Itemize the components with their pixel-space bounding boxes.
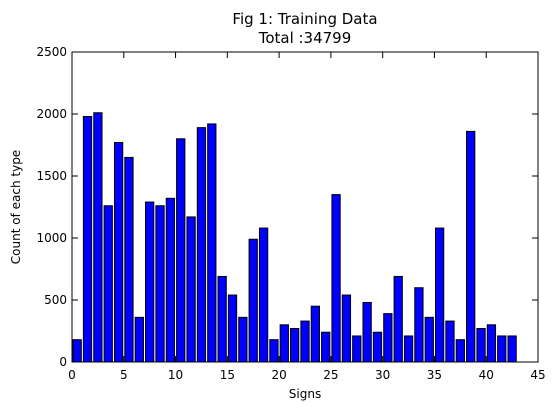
bar-sign-0	[72, 339, 82, 363]
bar-sign-14	[217, 275, 227, 363]
bar-sign-31	[393, 275, 403, 363]
bar-sign-12	[196, 127, 207, 363]
y-tick-label-1500: 1500	[36, 169, 67, 183]
bar-sign-26	[341, 294, 352, 363]
bar-sign-28	[362, 301, 372, 363]
bar-sign-40	[486, 324, 497, 363]
bar-sign-17	[248, 238, 258, 363]
x-tick-label-15: 15	[220, 368, 235, 382]
bar-sign-23	[310, 305, 320, 363]
bar-sign-32	[403, 335, 414, 363]
bar-sign-37	[455, 339, 465, 363]
bar-sign-11	[186, 216, 196, 363]
bar-sign-42	[507, 335, 517, 363]
bar-sign-8	[155, 205, 165, 363]
x-tick-label-35: 35	[427, 368, 442, 382]
bar-sign-22	[300, 320, 310, 363]
bar-sign-25	[331, 194, 341, 363]
x-tick-label-40: 40	[479, 368, 494, 382]
y-tick-label-500: 500	[44, 293, 67, 307]
bar-sign-6	[134, 316, 144, 363]
bar-sign-3	[103, 205, 113, 363]
plot-area-frame	[71, 51, 539, 363]
bar-sign-19	[269, 339, 279, 363]
y-tick-label-2500: 2500	[36, 45, 67, 59]
y-axis-label: Count of each type	[9, 150, 23, 264]
y-tick-label-1000: 1000	[36, 231, 67, 245]
bar-sign-34	[424, 316, 434, 363]
bar-sign-29	[372, 331, 383, 363]
bar-sign-18	[258, 227, 269, 363]
bar-sign-1	[82, 115, 93, 363]
x-tick-label-30: 30	[375, 368, 390, 382]
x-tick-label-0: 0	[68, 368, 76, 382]
bar-sign-41	[497, 335, 507, 363]
bar-sign-9	[165, 197, 176, 363]
x-tick-label-5: 5	[120, 368, 128, 382]
bar-sign-33	[414, 287, 424, 363]
chart-title-line1: Fig 1: Training Data	[232, 10, 377, 28]
x-axis-label: Signs	[289, 387, 321, 401]
bar-sign-16	[238, 316, 248, 363]
bar-sign-27	[352, 335, 362, 363]
bar-sign-21	[290, 328, 300, 363]
bar-sign-36	[445, 320, 455, 363]
y-tick-label-0: 0	[59, 355, 67, 369]
bar-sign-5	[124, 156, 134, 363]
x-tick-label-10: 10	[168, 368, 183, 382]
bar-sign-2	[93, 112, 103, 363]
bars-group	[72, 112, 517, 363]
ticks-group: 0 5 10 15 20 25 30 35 40 45 0 500 1000 1500 2000 2500	[36, 45, 545, 382]
bar-sign-30	[383, 313, 393, 363]
x-tick-label-25: 25	[323, 368, 338, 382]
x-tick-label-45: 45	[530, 368, 545, 382]
bar-sign-13	[207, 123, 217, 363]
bar-sign-20	[279, 324, 289, 363]
bar-sign-4	[113, 142, 124, 363]
y-tick-label-2000: 2000	[36, 107, 67, 121]
bar-sign-10	[176, 138, 186, 363]
bar-sign-7	[145, 201, 155, 363]
bar-sign-24	[321, 331, 331, 363]
bar-sign-15	[227, 294, 238, 363]
bar-sign-39	[476, 328, 486, 363]
bar-sign-38	[466, 130, 476, 363]
bar-sign-35	[434, 227, 445, 363]
chart-title-line2: Total :34799	[258, 29, 352, 47]
x-tick-label-20: 20	[271, 368, 286, 382]
